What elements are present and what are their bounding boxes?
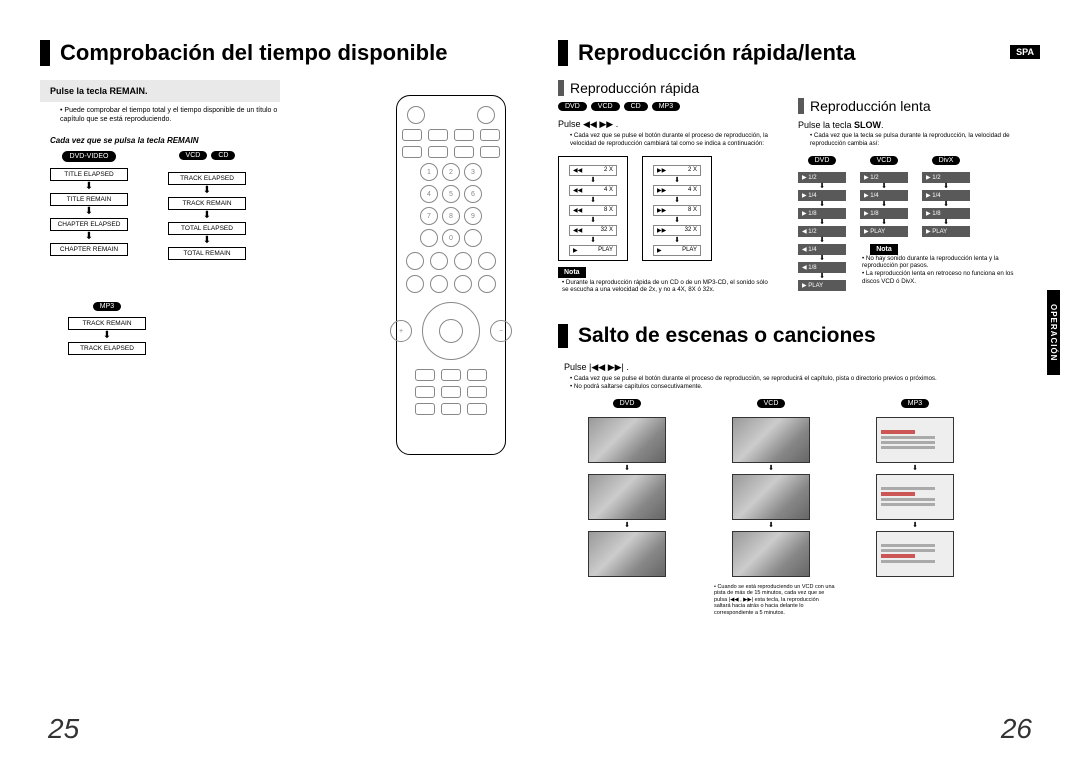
skip-thumbnails: DVD ⬇ ⬇ VCD ⬇ ⬇ • Cuando se está reprodu…: [558, 399, 1040, 617]
mp3-screen-thumbnail: [876, 417, 954, 463]
seq-item: TOTAL ELAPSED: [168, 222, 246, 235]
fast-pulse: Pulse ◀◀ ▶▶ .: [558, 119, 774, 130]
page-number-left: 25: [48, 713, 79, 745]
seq-item: CHAPTER REMAIN: [50, 243, 128, 256]
fast-speed-diagram: ◀◀2 X⬇ ◀◀4 X⬇ ◀◀8 X⬇ ◀◀32 X⬇ ▶PLAY ▶▶2 X…: [558, 156, 774, 261]
scene-thumbnail: [588, 417, 666, 463]
seq-item: TITLE ELAPSED: [50, 168, 128, 181]
seq-col-mp3: MP3 TRACK REMAIN ⬇ TRACK ELAPSED: [68, 302, 146, 357]
mp3-screen-thumbnail: [876, 474, 954, 520]
page-number-right: 26: [1001, 713, 1032, 745]
badge-dvd-video: DVD-VIDEO: [62, 151, 117, 162]
skip-section: Salto de escenas o canciones Pulse |◀◀ ▶…: [558, 324, 1040, 616]
mp3-screen-thumbnail: [876, 531, 954, 577]
scene-thumbnail: [732, 531, 810, 577]
badge-vcd: VCD: [179, 151, 208, 160]
badge-cd: CD: [624, 102, 648, 111]
page-right: SPA OPERACIÓN Reproducción rápida/lenta …: [540, 0, 1080, 763]
badge-mp3: MP3: [93, 302, 121, 311]
nota-badge: Nota: [870, 244, 898, 255]
seq-item: CHAPTER ELAPSED: [50, 218, 128, 231]
spa-badge: SPA: [1010, 45, 1040, 59]
remain-instruction: Pulse la tecla REMAIN.: [40, 80, 280, 102]
side-tab-operacion: OPERACIÓN: [1047, 290, 1060, 375]
fast-heading: Reproducción rápida: [558, 80, 774, 96]
skip-footnote: • Cuando se está reproduciendo un VCD co…: [706, 584, 836, 617]
badge-divx: DivX: [932, 156, 961, 165]
remote-control-diagram: 123 456 789 0 + −: [396, 95, 506, 455]
seq-item: TRACK ELAPSED: [168, 172, 246, 185]
badge-dvd: DVD: [613, 399, 642, 408]
nota-badge: Nota: [558, 267, 586, 278]
arrow-down-icon: ⬇: [85, 182, 93, 192]
seq-item: TRACK ELAPSED: [68, 342, 146, 355]
scene-thumbnail: [732, 474, 810, 520]
slow-heading: Reproducción lenta: [798, 98, 1014, 114]
scene-thumbnail: [732, 417, 810, 463]
page-left: Comprobación del tiempo disponible Pulse…: [0, 0, 540, 763]
arrow-down-icon: ⬇: [85, 207, 93, 217]
skip-notes: • Cada vez que se pulse el botón durante…: [558, 375, 1040, 391]
badge-vcd: VCD: [591, 102, 620, 111]
seq-col-dvd: DVD-VIDEO TITLE ELAPSED ⬇ TITLE REMAIN ⬇…: [50, 151, 128, 262]
remain-instruction-note: • Puede comprobar el tiempo total y el t…: [40, 106, 300, 124]
slow-note: • Cada vez que la tecla se pulsa durante…: [798, 132, 1014, 148]
seq-item: TRACK REMAIN: [168, 197, 246, 210]
arrow-down-icon: ⬇: [203, 236, 211, 246]
fast-playback-section: Reproducción rápida DVD VCD CD MP3 Pulse…: [558, 80, 774, 302]
arrow-down-icon: ⬇: [85, 232, 93, 242]
arrow-down-icon: ⬇: [203, 211, 211, 221]
fast-nota-text: • Durante la reproducción rápida de un C…: [558, 279, 774, 295]
seq-item: TOTAL REMAIN: [168, 247, 246, 260]
seq-item: TITLE REMAIN: [50, 193, 128, 206]
seq-col-vcd-cd: VCD CD TRACK ELAPSED ⬇ TRACK REMAIN ⬇ TO…: [168, 151, 246, 262]
badge-dvd: DVD: [558, 102, 587, 111]
scene-thumbnail: [588, 531, 666, 577]
left-title: Comprobación del tiempo disponible: [40, 40, 522, 66]
right-title-2: Salto de escenas o canciones: [558, 324, 1040, 348]
badge-cd: CD: [211, 151, 235, 160]
badge-mp3: MP3: [901, 399, 929, 408]
fast-note: • Cada vez que se pulse el botón durante…: [558, 132, 774, 148]
badge-mp3: MP3: [652, 102, 680, 111]
scene-thumbnail: [588, 474, 666, 520]
seq-item: TRACK REMAIN: [68, 317, 146, 330]
slow-pulse: Pulse la tecla SLOW.: [798, 120, 1014, 130]
badge-vcd: VCD: [870, 156, 899, 165]
badge-dvd: DVD: [808, 156, 837, 165]
badge-vcd: VCD: [757, 399, 786, 408]
arrow-down-icon: ⬇: [103, 331, 111, 341]
slow-playback-section: Reproducción lenta Pulse la tecla SLOW. …: [798, 98, 1040, 302]
arrow-down-icon: ⬇: [203, 186, 211, 196]
right-title-1: Reproducción rápida/lenta: [558, 40, 1040, 66]
skip-pulse: Pulse |◀◀ ▶▶| .: [564, 362, 1040, 373]
